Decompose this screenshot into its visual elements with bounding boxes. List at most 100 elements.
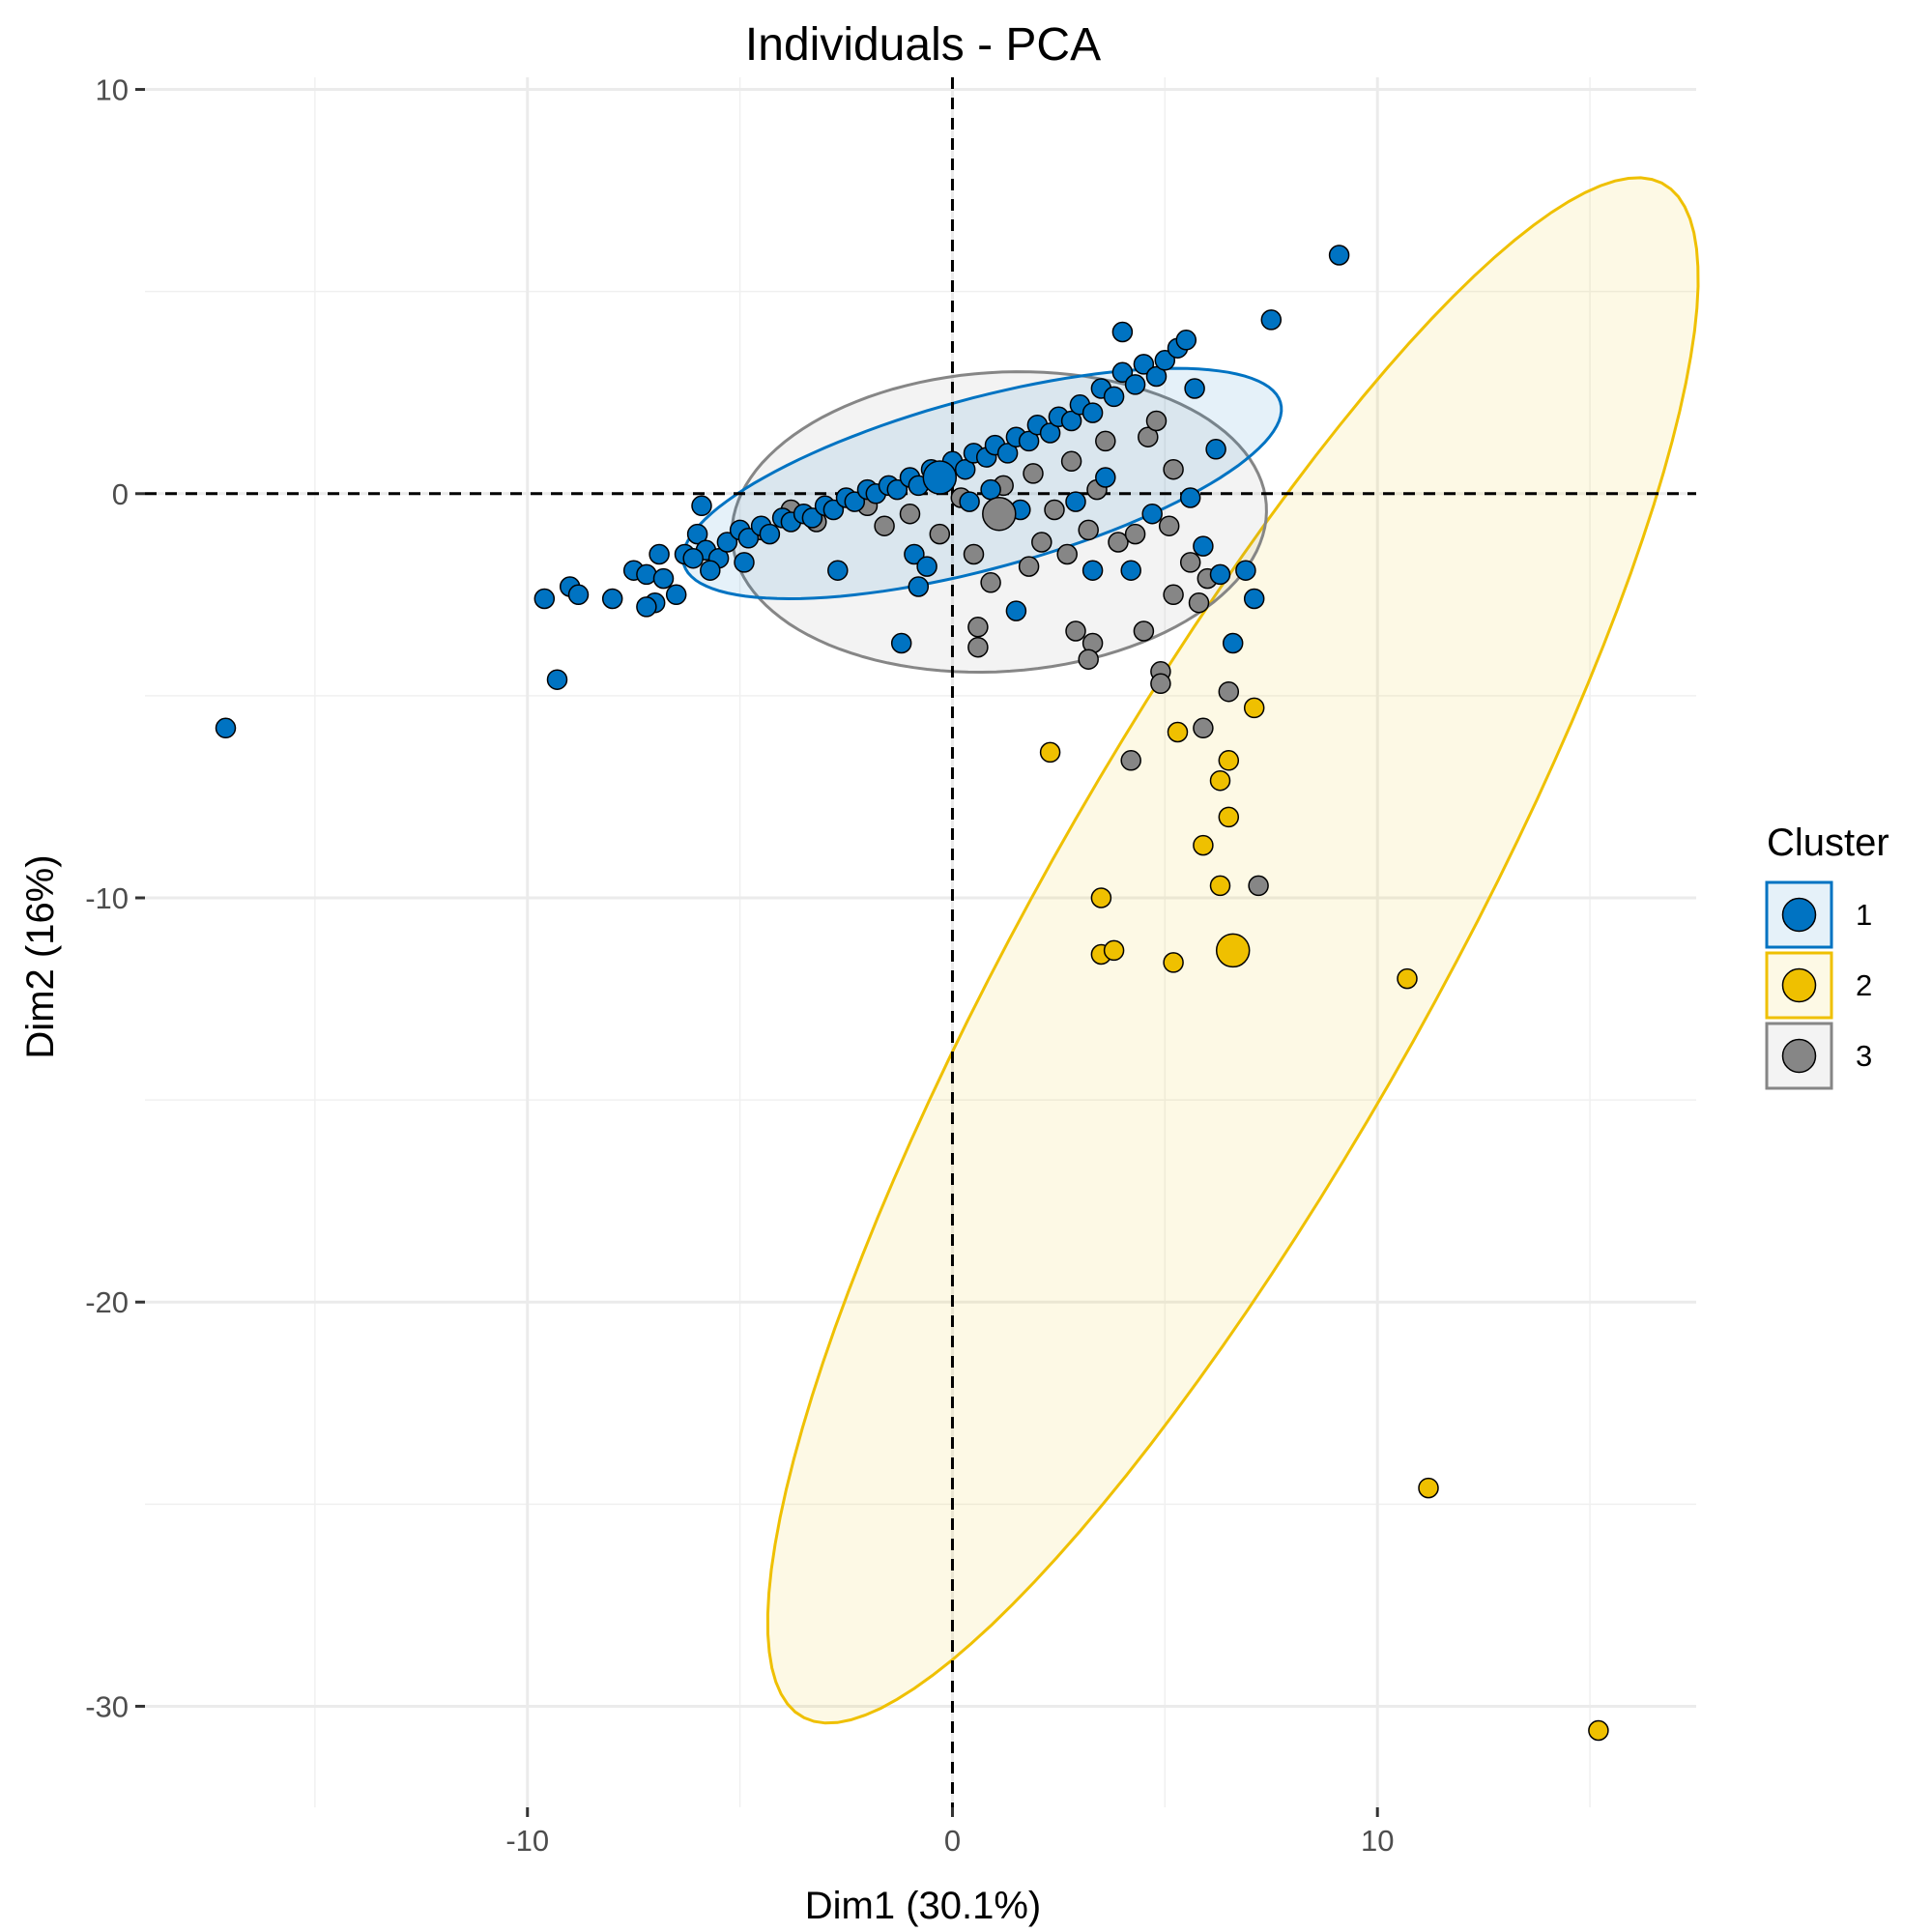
legend-label-1: 1 — [1856, 898, 1872, 932]
point-cluster-1 — [844, 491, 866, 512]
point-cluster-3 — [1145, 410, 1168, 432]
point-cluster-3 — [1018, 556, 1040, 577]
point-cluster-3 — [1108, 532, 1129, 553]
point-cluster-1 — [533, 588, 556, 610]
point-cluster-1 — [567, 584, 590, 606]
axis-ticks: -10 0 10 10 0 -10 -20 -30 — [85, 73, 1394, 1858]
point-cluster-1 — [1235, 560, 1256, 581]
point-cluster-1 — [636, 596, 657, 618]
point-cluster-1 — [827, 560, 849, 581]
point-cluster-1 — [1184, 378, 1205, 399]
point-cluster-1 — [904, 543, 925, 565]
point-cluster-3 — [1133, 620, 1155, 642]
point-cluster-1 — [682, 547, 704, 569]
chart-title: Individuals - PCA — [745, 19, 1101, 71]
point-cluster-1 — [716, 532, 738, 553]
point-cluster-3 — [1179, 552, 1201, 573]
point-cluster-1 — [1095, 467, 1116, 488]
point-cluster-1 — [1111, 361, 1134, 384]
point-cluster-2 — [1167, 721, 1189, 743]
point-cluster-3 — [1120, 750, 1141, 771]
point-cluster-3 — [1078, 519, 1099, 541]
point-cluster-2 — [1209, 875, 1231, 897]
point-cluster-3 — [963, 543, 985, 565]
point-cluster-1 — [215, 717, 237, 739]
scatter-points — [215, 245, 1609, 1742]
legend-symbol-3 — [1781, 1038, 1817, 1074]
point-cluster-3 — [1065, 620, 1086, 642]
point-cluster-2 — [1588, 1719, 1609, 1742]
point-cluster-1 — [686, 523, 708, 545]
point-cluster-3 — [1078, 649, 1099, 670]
point-cluster-1 — [737, 528, 760, 549]
point-cluster-1 — [1120, 560, 1141, 581]
point-cluster-3 — [1163, 584, 1184, 606]
point-cluster-2 — [1090, 887, 1112, 908]
point-cluster-1 — [1145, 365, 1168, 388]
y-tick-label: -30 — [85, 1689, 129, 1723]
y-axis-title: Dim2 (16%) — [19, 854, 62, 1058]
point-cluster-1 — [652, 567, 675, 590]
point-cluster-1 — [700, 560, 721, 581]
point-cluster-3 — [1056, 543, 1078, 565]
point-cluster-3 — [1095, 430, 1116, 452]
centroid-cluster-3 — [982, 496, 1017, 532]
point-cluster-1 — [890, 632, 912, 654]
point-cluster-2 — [1163, 952, 1184, 973]
point-cluster-1 — [1065, 491, 1086, 512]
point-cluster-3 — [1158, 515, 1180, 536]
centroid-cluster-2 — [1215, 933, 1251, 968]
x-tick-label: 0 — [944, 1824, 961, 1858]
point-cluster-1 — [959, 491, 980, 512]
point-cluster-3 — [929, 523, 951, 545]
point-cluster-2 — [1243, 697, 1265, 719]
point-cluster-1 — [1081, 402, 1104, 423]
point-cluster-1 — [734, 552, 755, 573]
point-cluster-3 — [1218, 680, 1240, 703]
point-cluster-1 — [1111, 321, 1134, 343]
point-cluster-2 — [1218, 750, 1240, 771]
point-cluster-1 — [636, 563, 657, 586]
point-cluster-1 — [1328, 245, 1350, 266]
legend: Cluster 1 2 3 — [1765, 822, 1889, 1090]
point-cluster-3 — [980, 572, 1001, 593]
point-cluster-2 — [1103, 939, 1125, 962]
y-tick-label: -20 — [85, 1285, 129, 1319]
point-cluster-2 — [1218, 806, 1240, 828]
point-cluster-2 — [1039, 741, 1061, 764]
legend-symbol-2 — [1781, 967, 1817, 1003]
point-cluster-2 — [1193, 834, 1214, 856]
point-cluster-1 — [916, 556, 937, 577]
y-tick-label: -10 — [85, 881, 129, 915]
point-cluster-2 — [1397, 967, 1418, 990]
legend-symbol-1 — [1781, 897, 1817, 933]
point-cluster-1 — [1154, 350, 1176, 371]
point-cluster-1 — [1179, 487, 1201, 508]
point-cluster-1 — [1039, 422, 1061, 444]
point-cluster-1 — [1081, 560, 1104, 581]
point-cluster-1 — [1260, 309, 1283, 331]
point-cluster-2 — [1418, 1477, 1439, 1499]
point-cluster-1 — [691, 495, 712, 517]
point-cluster-1 — [665, 584, 687, 606]
point-cluster-3 — [967, 636, 989, 658]
point-cluster-1 — [1124, 374, 1146, 395]
legend-label-3: 3 — [1856, 1039, 1872, 1073]
point-cluster-1 — [649, 543, 670, 565]
point-cluster-3 — [1060, 450, 1082, 473]
y-tick-label: 0 — [112, 477, 129, 511]
point-cluster-3 — [1124, 523, 1146, 545]
point-cluster-1 — [980, 478, 1001, 501]
centroid-cluster-1 — [922, 460, 958, 495]
point-cluster-1 — [954, 458, 976, 480]
point-cluster-3 — [1150, 673, 1171, 695]
point-cluster-3 — [899, 503, 921, 525]
point-cluster-3 — [1044, 499, 1065, 521]
point-cluster-1 — [759, 523, 781, 545]
point-cluster-2 — [1209, 769, 1231, 792]
point-cluster-1 — [996, 443, 1019, 464]
point-cluster-3 — [1188, 591, 1210, 614]
point-cluster-1 — [1103, 386, 1125, 408]
